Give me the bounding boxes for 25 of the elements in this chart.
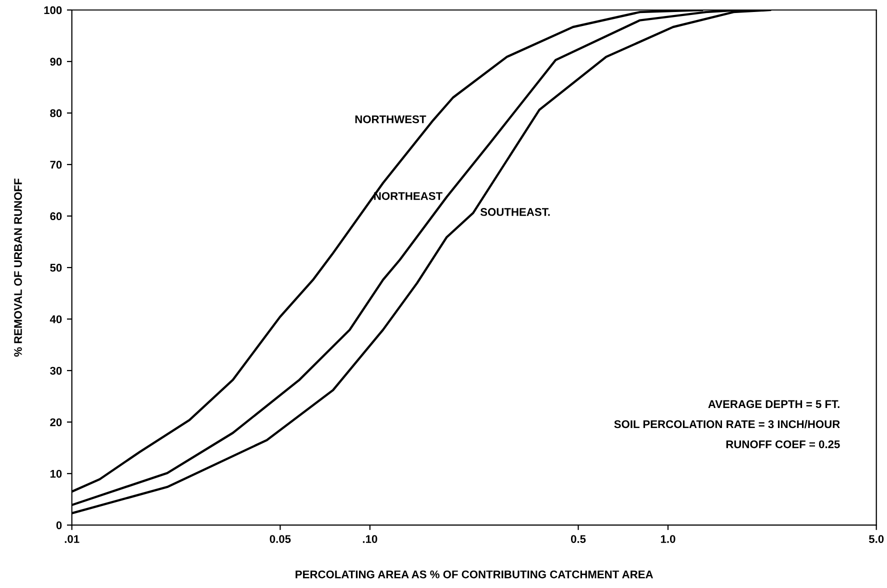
y-tick-label: 50 xyxy=(50,264,62,272)
y-tick-label: 70 xyxy=(50,160,62,169)
x-tick-label: .10 xyxy=(362,535,378,543)
y-tick-label: 20 xyxy=(50,418,62,426)
y-tick-label: 90 xyxy=(50,58,62,66)
x-axis-title: PERCOLATING AREA AS % OF CONTRIBUTING CATCHMENT AREA xyxy=(296,570,654,578)
y-axis-title: % REMOVAL OF URBAN RUNOFF xyxy=(14,178,22,357)
y-tick-label: 10 xyxy=(50,470,62,478)
annotation: RUNOFF COEF = 0.25 xyxy=(726,440,840,448)
x-tick-label: 0.5 xyxy=(570,535,586,543)
x-tick-label: 0.05 xyxy=(270,535,291,543)
x-tick-label: .01 xyxy=(64,535,80,543)
x-tick-label: 1.0 xyxy=(660,535,676,543)
y-tick-label: 60 xyxy=(50,212,62,220)
y-tick-label: 0 xyxy=(56,521,62,530)
series-label: SOUTHEAST. xyxy=(480,208,550,216)
y-tick-label: 30 xyxy=(50,366,62,375)
series-label: NORTHWEST xyxy=(355,115,426,124)
y-tick-label: 100 xyxy=(44,6,62,14)
y-tick-label: 80 xyxy=(50,109,62,118)
annotation: SOIL PERCOLATION RATE = 3 INCH/HOUR xyxy=(614,420,840,428)
annotation: AVERAGE DEPTH = 5 FT. xyxy=(708,400,840,408)
x-tick-label: 5.0 xyxy=(868,535,884,543)
series-label: NORTHEAST xyxy=(374,192,442,200)
y-tick-label: 40 xyxy=(50,315,62,324)
